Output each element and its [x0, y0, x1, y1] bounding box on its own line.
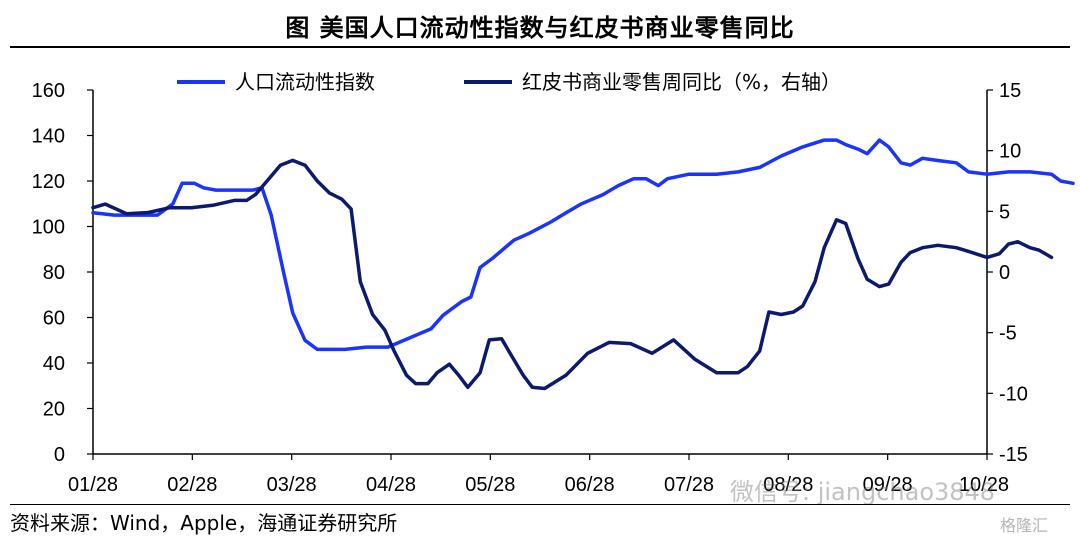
left-tick-label: 60: [43, 308, 65, 330]
legend-label: 人口流动性指数: [235, 70, 375, 94]
right-tick-label: -15: [999, 444, 1028, 466]
source-note: 资料来源：Wind，Apple，海通证券研究所: [10, 511, 398, 535]
series-line-mobility: [91, 138, 1075, 352]
right-tick-label: 0: [999, 262, 1010, 284]
right-tick-label: 15: [999, 80, 1021, 102]
legend: 人口流动性指数 红皮书商业零售周同比（%，右轴）: [177, 70, 841, 94]
left-tick-label: 40: [43, 353, 65, 375]
chart-axes: [92, 90, 988, 455]
legend-label: 红皮书商业零售周同比（%，右轴）: [522, 70, 841, 94]
line-chart: 0 20 40 60 80 100 120 140 160 -15 -10 -5 0 5 10 15 01/…: [32, 70, 1075, 496]
chart-title: 图 美国人口流动性指数与红皮书商业零售同比: [285, 13, 795, 42]
right-axis-ticks: -15 -10 -5 0 5 10 15: [987, 80, 1028, 466]
x-tick-label: 03/28: [267, 474, 317, 496]
left-axis-ticks: 0 20 40 60 80 100 120 140 160: [32, 80, 93, 466]
series-group: [91, 138, 1075, 391]
x-tick-label: 06/28: [565, 474, 615, 496]
left-tick-label: 20: [43, 399, 65, 421]
title-divider: [10, 46, 1070, 48]
series-line-redbook: [91, 158, 1054, 391]
watermark-wechat: 微信号: jiangchao3848: [730, 478, 996, 506]
left-tick-label: 0: [54, 444, 65, 466]
x-tick-label: 10/28: [959, 474, 1009, 496]
x-tick-label: 04/28: [366, 474, 416, 496]
x-tick-label: 09/28: [863, 474, 913, 496]
right-tick-label: -5: [999, 323, 1017, 345]
left-tick-label: 120: [32, 171, 65, 193]
x-tick-label: 05/28: [465, 474, 515, 496]
left-tick-label: 80: [43, 262, 65, 284]
source-divider: [10, 504, 1070, 505]
left-tick-label: 160: [32, 80, 65, 102]
x-tick-label: 08/28: [763, 474, 813, 496]
right-tick-label: -10: [999, 383, 1028, 405]
right-tick-label: 10: [999, 141, 1021, 163]
watermark-logo: 格隆汇: [1000, 516, 1049, 535]
x-tick-label: 01/28: [68, 474, 118, 496]
left-tick-label: 100: [32, 217, 65, 239]
left-tick-label: 140: [32, 126, 65, 148]
x-tick-label: 02/28: [167, 474, 217, 496]
x-axis-ticks: 01/28 02/28 03/28 04/28 05/28 06/28 07/28 08/28…: [68, 454, 1009, 496]
x-tick-label: 07/28: [664, 474, 714, 496]
right-tick-label: 5: [999, 201, 1010, 223]
